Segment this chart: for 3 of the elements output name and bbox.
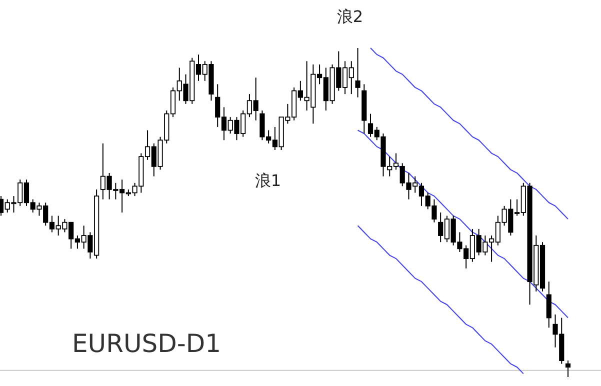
annotation: 浪1 [254, 171, 282, 190]
title: EURUSD-D1 [72, 329, 222, 358]
annotation: 浪2 [336, 7, 364, 26]
